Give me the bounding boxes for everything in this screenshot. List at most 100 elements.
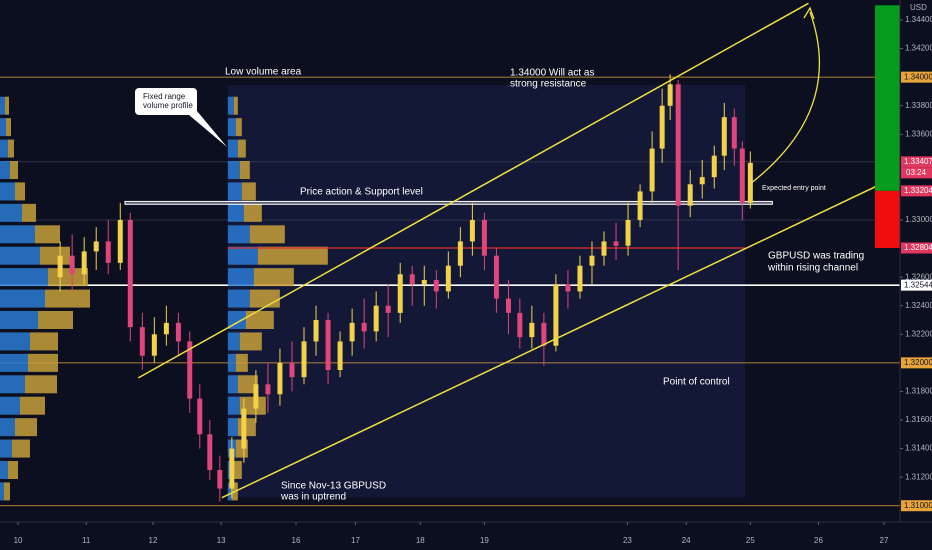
profile-sell: [233, 461, 242, 479]
profile-buy: [227, 396, 240, 415]
profile-buy: [227, 139, 238, 158]
profile-buy: [0, 182, 15, 201]
candle-body: [731, 117, 737, 149]
annotation: Price action & Support level: [300, 187, 423, 198]
candle-body: [675, 84, 681, 206]
candle-body: [187, 341, 193, 399]
position-target: [875, 5, 900, 191]
annotation: strong resistance: [510, 79, 587, 90]
candle-body: [361, 322, 367, 332]
price-tag: [901, 71, 932, 83]
currency: USD: [910, 3, 927, 12]
candle-body: [409, 274, 415, 285]
candle-body: [481, 220, 487, 256]
annotation: within rising channel: [767, 263, 858, 274]
y-tick-label: 1.31800: [905, 387, 932, 396]
candle-body: [139, 327, 145, 356]
profile-buy: [0, 396, 20, 415]
candle-body: [613, 241, 619, 246]
candle-body: [93, 241, 99, 252]
profile-sell: [239, 332, 262, 351]
profile-sell: [38, 311, 73, 329]
annotation: GBPUSD was trading: [768, 251, 864, 262]
candle-body: [565, 284, 571, 292]
profile-buy: [227, 353, 236, 372]
candle-body: [421, 280, 427, 285]
candle-body: [601, 241, 607, 256]
profile-buy: [227, 482, 232, 501]
y-tick-label: 1.31600: [905, 415, 932, 424]
price-tag-label: 1.31000: [904, 501, 932, 510]
profile-buy: [227, 289, 250, 308]
profile-sell: [235, 353, 248, 372]
candle-body: [117, 220, 123, 263]
profile-buy: [0, 375, 25, 394]
candle-body: [265, 384, 271, 395]
price-tag: [901, 279, 932, 291]
profile-sell: [8, 461, 18, 479]
candle-body: [253, 384, 259, 409]
candle-body: [659, 105, 665, 149]
callout-text: volume profile: [143, 101, 193, 110]
channel-line: [137, 2, 809, 379]
candle-body: [313, 320, 319, 342]
x-tick-label: 12: [149, 536, 158, 545]
profile-buy: [0, 203, 22, 222]
candle-body: [151, 334, 157, 356]
profile-buy: [0, 353, 28, 372]
profile-sell: [35, 225, 60, 244]
candle-body: [687, 184, 693, 206]
profile-buy: [227, 203, 244, 222]
candle-body: [739, 148, 745, 203]
plot: [0, 2, 901, 507]
candle-body: [517, 312, 523, 338]
profile-sell: [22, 203, 36, 222]
x-tick-label: 27: [880, 536, 889, 545]
profile-sell: [237, 375, 258, 394]
profile-sell: [15, 182, 25, 201]
annotation: Low volume area: [225, 67, 302, 78]
candle-body: [397, 274, 403, 313]
y-tick-label: 1.33000: [905, 215, 932, 224]
x-tick-label: 24: [682, 536, 691, 545]
profile-sell: [237, 418, 256, 437]
annotation: Expected entry point: [762, 185, 826, 192]
x-tick-label: 17: [351, 536, 360, 545]
arrow-head: [803, 6, 815, 20]
candle-body: [277, 362, 283, 395]
profile-sell: [239, 161, 250, 179]
candle-body: [207, 434, 213, 470]
profile-buy: [227, 182, 242, 201]
candle-body: [301, 341, 307, 378]
profile-buy: [0, 418, 15, 437]
candle-body: [81, 251, 87, 275]
profile-buy: [0, 268, 48, 287]
candle-body: [577, 265, 583, 292]
candle-body: [289, 362, 295, 378]
candle-body: [217, 470, 223, 489]
price-tag-label: 1.32000: [904, 358, 932, 367]
candle-body: [699, 177, 705, 185]
profile-buy: [227, 246, 258, 265]
profile-buy: [0, 311, 38, 329]
callout-box: [135, 88, 227, 147]
profile-sell: [253, 268, 294, 287]
candle-body: [649, 148, 655, 192]
x-tick-label: 10: [14, 536, 23, 545]
y-tick-label: 1.33800: [905, 101, 932, 110]
callout-text: Fixed range: [143, 92, 186, 101]
profile-buy: [227, 161, 240, 179]
profile-buy: [0, 332, 30, 351]
x-tick-label: 19: [480, 536, 489, 545]
y-tick-label: 1.32200: [905, 329, 932, 338]
candle-body: [667, 84, 673, 106]
candle-body: [69, 255, 75, 275]
price-tag-label: 1.32544: [904, 280, 932, 289]
y-tick-label: 1.32600: [905, 272, 932, 281]
y-tick-label: 1.33600: [905, 129, 932, 138]
x-tick-label: 26: [814, 536, 823, 545]
x-tick-label: 16: [292, 536, 301, 545]
y-tick-label: 1.34200: [905, 44, 932, 53]
candle-body: [493, 255, 499, 299]
profile-buy: [0, 225, 35, 244]
